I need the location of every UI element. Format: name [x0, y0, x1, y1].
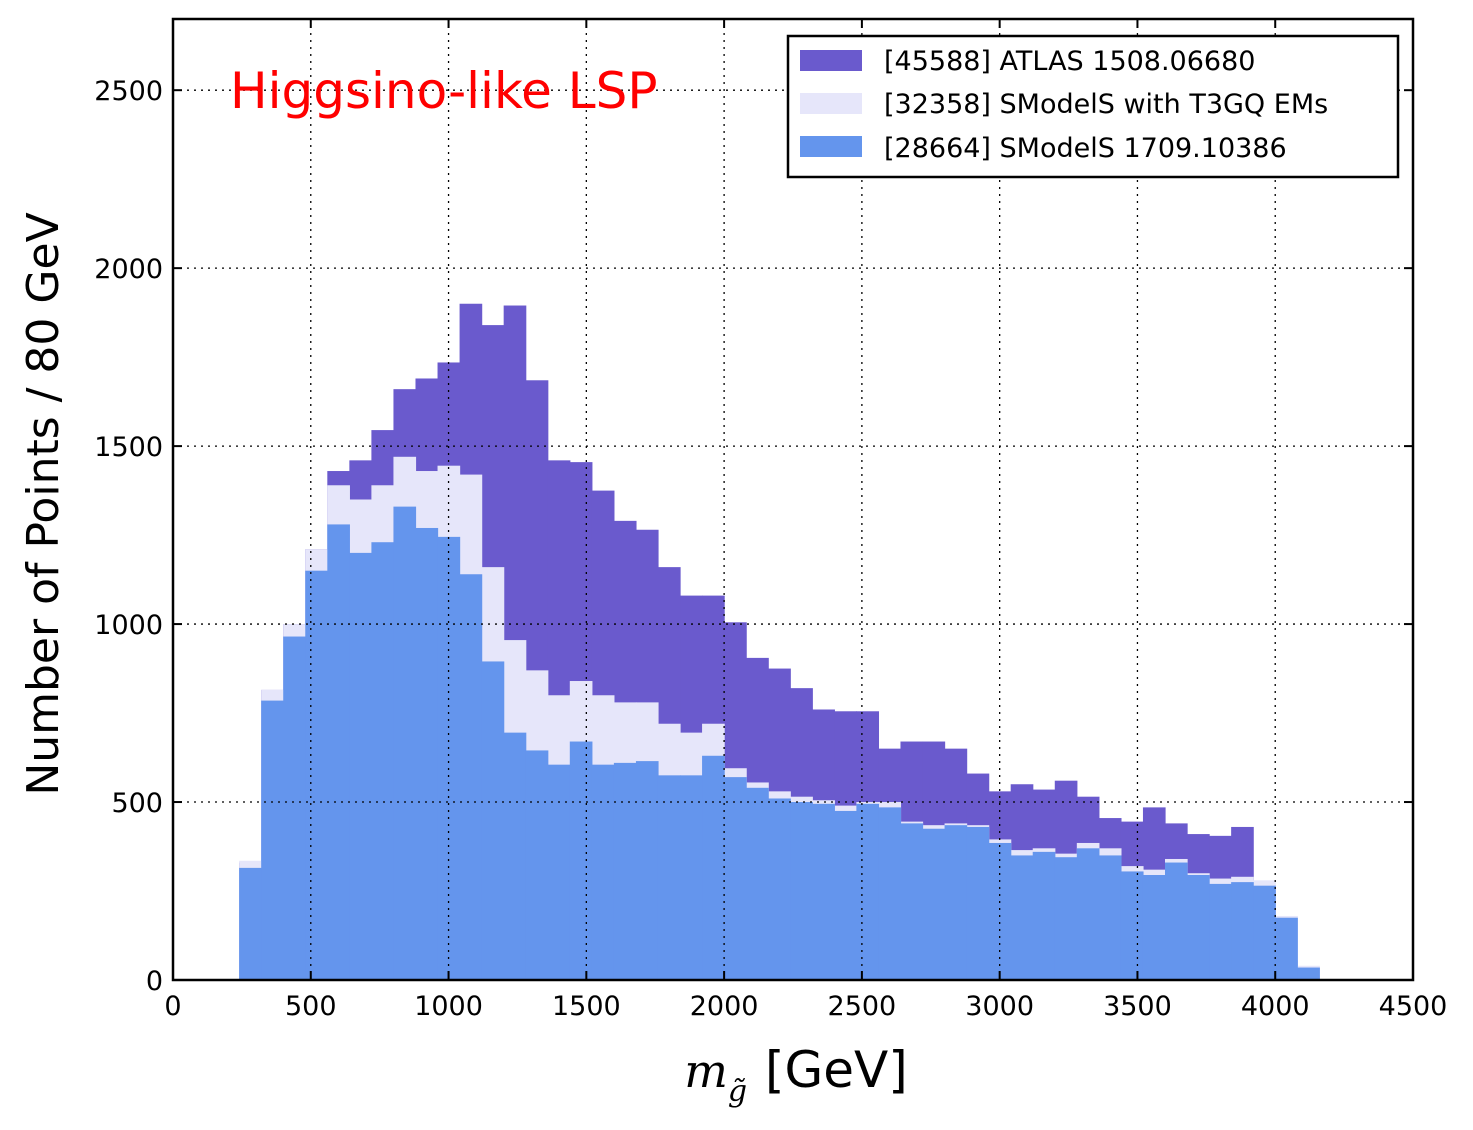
x-tick-label: 0	[164, 991, 181, 1022]
legend-box	[786, 34, 1400, 179]
bar	[680, 775, 703, 980]
legend-swatch-t3gq	[800, 93, 862, 114]
bar	[966, 826, 990, 980]
bar	[724, 777, 747, 980]
bar	[1076, 848, 1100, 980]
y-tick-label: 1000	[94, 610, 163, 641]
bar	[349, 552, 372, 980]
y-tick-label: 500	[111, 788, 163, 819]
bar	[327, 524, 350, 980]
bar	[790, 802, 813, 980]
bar	[1187, 875, 1210, 980]
bar	[525, 750, 549, 980]
x-axis-subscript: g̃	[728, 1074, 747, 1109]
bar	[1120, 871, 1144, 980]
legend: [45588] ATLAS 1508.06680 [32358] SModelS…	[786, 34, 1400, 179]
bar	[1054, 857, 1078, 980]
x-tick-label: 2000	[690, 991, 759, 1022]
bar	[1297, 967, 1320, 980]
bar	[1231, 882, 1254, 980]
bar	[768, 798, 791, 980]
bar	[856, 803, 880, 980]
axis-ticks: 0 500 1000 1500 2000 2500 3000 3500 4000 4500 0 500…	[94, 19, 1447, 1022]
bar	[702, 755, 725, 980]
x-axis-unit: [GeV]	[765, 1041, 908, 1099]
x-tick-label: 3000	[965, 991, 1034, 1022]
y-tick-label: 1500	[94, 432, 163, 463]
x-axis-symbol: m	[684, 1044, 728, 1098]
bar	[415, 527, 439, 980]
x-tick-label: 4000	[1241, 991, 1310, 1022]
series-2	[239, 506, 1320, 980]
bar	[459, 574, 483, 980]
x-tick-label: 500	[285, 991, 337, 1022]
bar	[305, 570, 328, 980]
bar	[635, 761, 659, 980]
y-tick-label: 2500	[94, 76, 163, 107]
bar	[503, 732, 527, 980]
y-axis-label: Number of Points / 80 GeV	[18, 212, 69, 795]
bar	[878, 807, 902, 980]
legend-swatch-smodels	[800, 136, 862, 157]
bar	[1142, 875, 1166, 980]
bar	[283, 636, 306, 980]
x-tick-label: 1000	[414, 991, 483, 1022]
bar	[613, 762, 637, 980]
legend-swatch-atlas	[800, 50, 862, 71]
bar	[261, 700, 284, 980]
legend-label-smodels: [28664] SModelS 1709.10386	[884, 133, 1287, 164]
bar	[1275, 917, 1298, 980]
bar	[1209, 883, 1232, 980]
bar	[1010, 855, 1034, 980]
bar	[1098, 855, 1122, 980]
plot-area	[239, 303, 1320, 981]
legend-label-t3gq: [32358] SModelS with T3GQ EMs	[884, 89, 1328, 120]
x-tick-label: 3500	[1103, 991, 1172, 1022]
bar	[834, 810, 857, 980]
legend-label-atlas: [45588] ATLAS 1508.06680	[884, 46, 1255, 77]
bar	[547, 764, 571, 980]
x-axis-label: mg̃ [GeV]	[684, 1041, 908, 1109]
axes-frame	[171, 17, 1415, 982]
bar	[569, 741, 593, 980]
bar	[481, 661, 505, 980]
y-tick-label: 2000	[94, 254, 163, 285]
bar	[239, 867, 262, 980]
bar	[900, 823, 924, 980]
bar	[371, 542, 395, 980]
bar	[393, 506, 417, 980]
bar	[657, 775, 681, 980]
x-tick-label: 2500	[828, 991, 897, 1022]
bar	[1253, 885, 1276, 980]
annotation-higgsino: Higgsino-like LSP	[230, 62, 658, 120]
y-tick-label: 0	[146, 966, 163, 997]
bar	[746, 787, 769, 980]
bar	[1032, 851, 1056, 980]
bar	[1165, 862, 1188, 980]
bar	[944, 825, 968, 980]
bar	[922, 828, 946, 980]
bar	[437, 536, 461, 980]
bar	[812, 803, 835, 980]
bar	[988, 842, 1012, 980]
x-tick-label: 1500	[552, 991, 621, 1022]
x-tick-label: 4500	[1379, 991, 1448, 1022]
bar	[591, 764, 615, 980]
